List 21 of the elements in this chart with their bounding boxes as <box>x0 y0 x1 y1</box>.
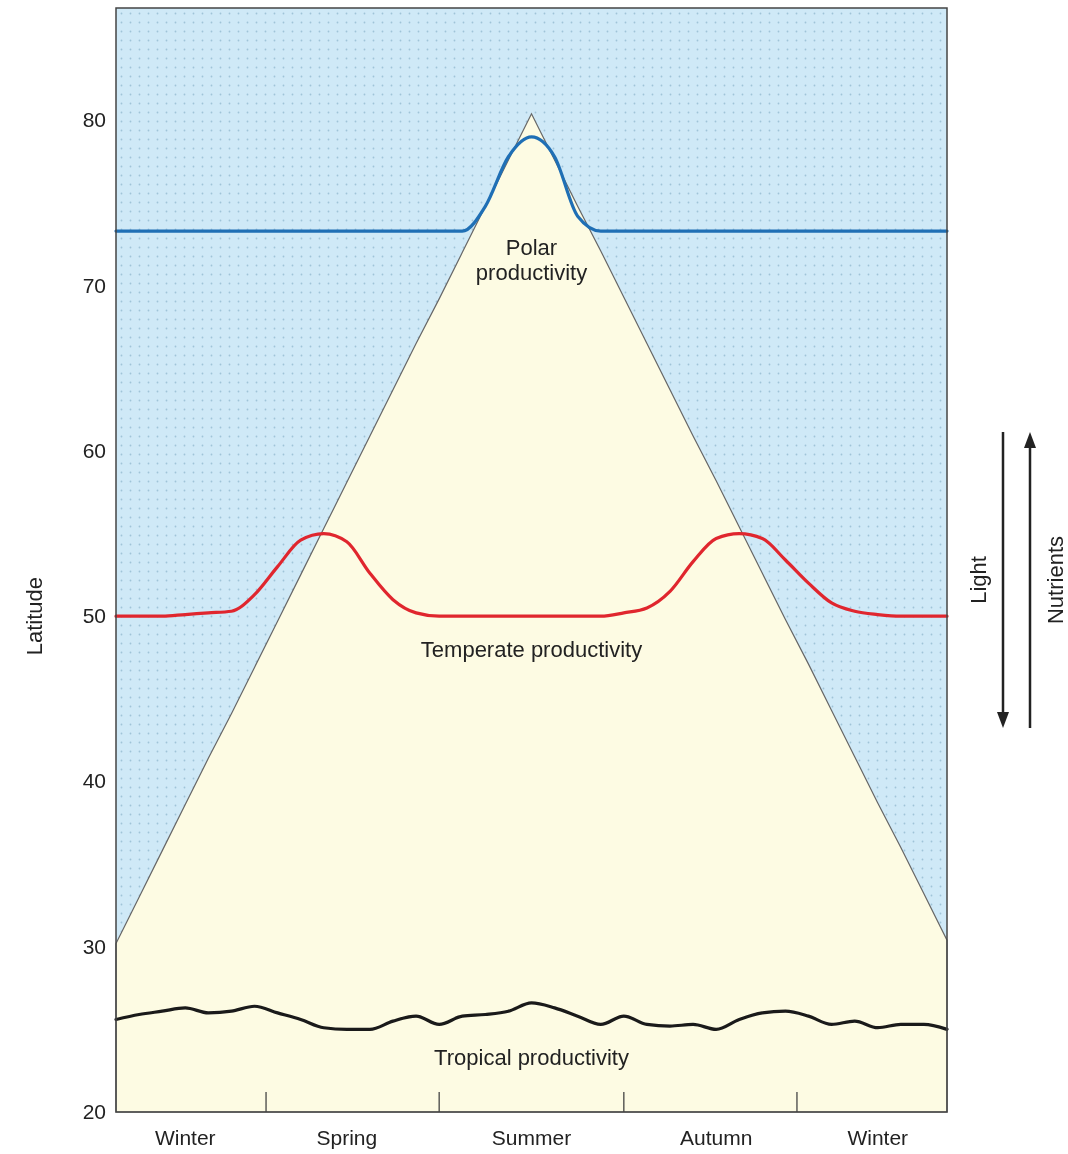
y-tick-label: 80 <box>82 108 106 132</box>
line-series <box>114 531 949 618</box>
y-tick-label: 40 <box>82 769 106 793</box>
line-series <box>114 135 949 233</box>
y-tick-label: 60 <box>82 438 106 462</box>
x-tick-label: Autumn <box>679 1126 753 1149</box>
x-tick-label: Summer <box>491 1126 572 1149</box>
series-label: Tropical productivity <box>434 1044 629 1070</box>
series-label: Polar productivity <box>475 234 588 286</box>
text: Nutrients <box>1042 535 1068 625</box>
x-tick-label: Winter <box>847 1126 909 1149</box>
line-series <box>114 1001 949 1031</box>
x-tick-label: Winter <box>154 1126 216 1149</box>
y-tick-label: 20 <box>82 1100 106 1123</box>
y-tick-label: 30 <box>82 934 106 958</box>
y-tick-label: 50 <box>82 604 106 628</box>
y-tick-label: 70 <box>82 273 106 297</box>
text: Light <box>965 556 991 604</box>
y-axis-title: Latitude <box>22 577 47 656</box>
x-tick-label: Spring <box>316 1126 378 1149</box>
series-label: Temperate productivity <box>420 636 643 662</box>
